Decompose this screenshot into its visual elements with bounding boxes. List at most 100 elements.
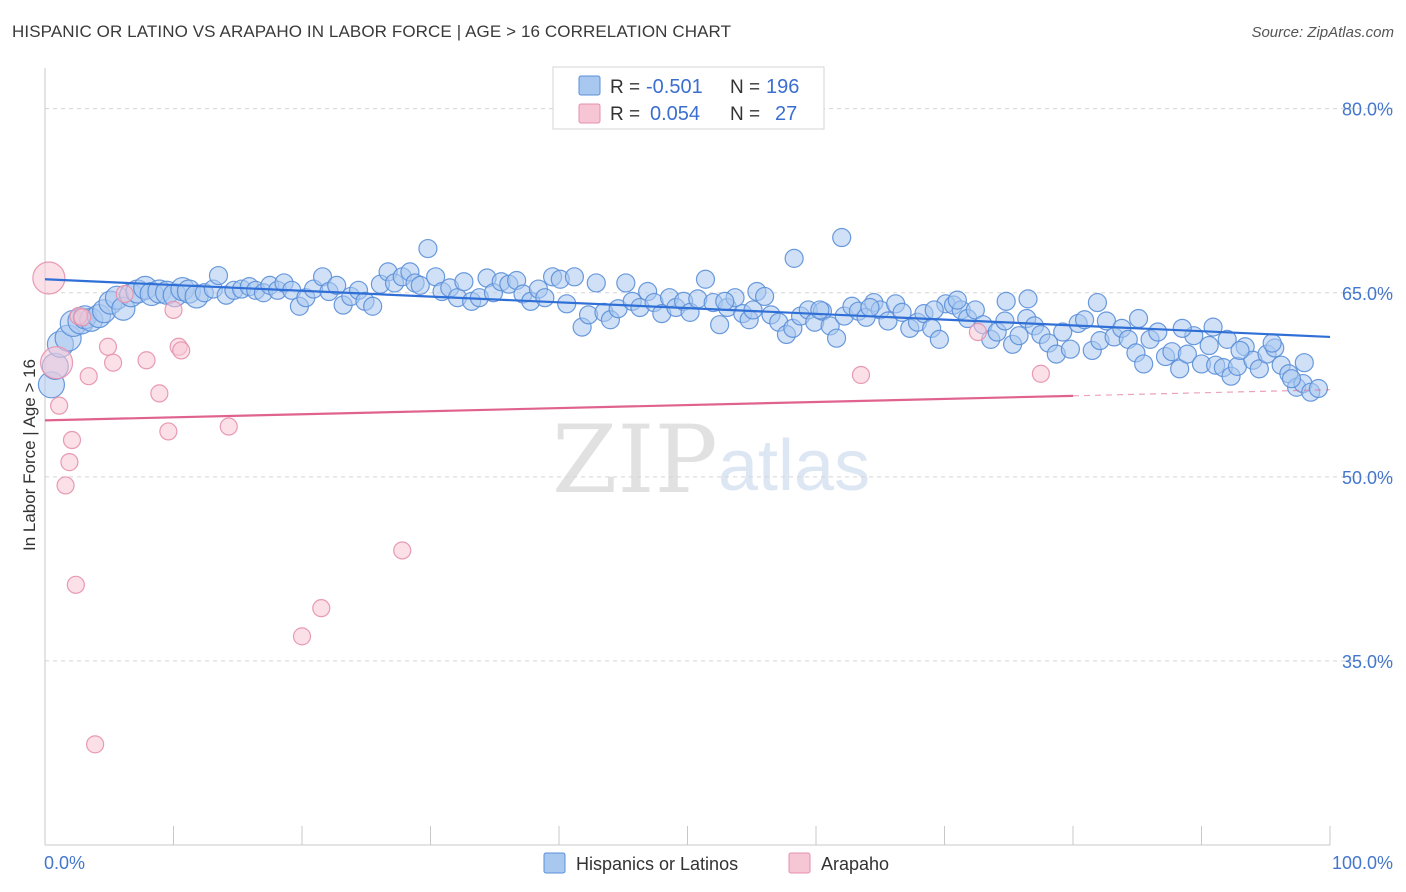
pink-point-13 bbox=[115, 284, 134, 304]
blue-point-192 bbox=[810, 300, 830, 320]
blue-point-59 bbox=[454, 272, 474, 292]
axes bbox=[44, 68, 1331, 846]
blue-point-177 bbox=[832, 227, 852, 248]
blue-point-81 bbox=[616, 273, 636, 293]
pink-point-15 bbox=[150, 384, 169, 403]
blue-point-161 bbox=[1199, 335, 1219, 356]
y-tick-label-1: 50.0% bbox=[1342, 468, 1393, 488]
legend-n-value-pink: 27 bbox=[775, 103, 797, 125]
pink-point-11 bbox=[98, 337, 118, 356]
blue-point-178 bbox=[784, 248, 804, 268]
legend-r-label-pink: R = bbox=[610, 104, 640, 125]
pink-point-4 bbox=[60, 453, 79, 472]
bottom-legend-label-hispanics: Hispanics or Latinos bbox=[576, 854, 738, 874]
pink-point-14 bbox=[137, 351, 156, 370]
legend-n-label-blue: N = bbox=[730, 77, 760, 98]
blue-point-53 bbox=[410, 275, 430, 295]
watermark-atlas: atlas bbox=[718, 426, 870, 506]
trend-line-hispanics bbox=[44, 278, 1331, 339]
chart-title: HISPANIC OR LATINO VS ARAPAHO IN LABOR F… bbox=[12, 22, 732, 41]
blue-point-184 bbox=[1262, 333, 1282, 353]
top-legend: R = -0.501 N = 196 R = 0.054 N = 27 bbox=[552, 66, 825, 130]
legend-swatch-blue bbox=[578, 75, 601, 96]
blue-point-183 bbox=[1217, 329, 1237, 349]
blue-point-129 bbox=[965, 300, 985, 320]
legend-r-value-pink: 0.054 bbox=[650, 103, 700, 125]
gridlines bbox=[45, 108, 1394, 662]
blue-point-46 bbox=[363, 296, 383, 316]
blue-point-188 bbox=[1087, 292, 1108, 313]
pink-point-8 bbox=[73, 308, 92, 327]
blue-point-70 bbox=[535, 288, 555, 308]
pink-point-22 bbox=[312, 599, 331, 618]
blue-point-154 bbox=[1148, 322, 1168, 342]
trend-line-arapaho bbox=[44, 394, 1074, 422]
legend-n-value-blue: 196 bbox=[766, 76, 799, 98]
blue-point-176 bbox=[1308, 378, 1329, 399]
pink-point-2 bbox=[50, 396, 69, 415]
blue-point-193 bbox=[860, 297, 880, 318]
legend-swatch-pink bbox=[578, 103, 601, 124]
blue-point-180 bbox=[996, 291, 1016, 311]
series-hispanics-points bbox=[37, 227, 1329, 402]
blue-point-195 bbox=[715, 291, 735, 311]
pink-point-19 bbox=[172, 341, 191, 360]
bottom-legend-label-arapaho: Arapaho bbox=[821, 854, 889, 874]
watermark-zip: ZIP bbox=[552, 406, 718, 515]
y-tick-label-2: 65.0% bbox=[1342, 284, 1393, 304]
blue-point-141 bbox=[1053, 322, 1073, 342]
pink-point-24 bbox=[968, 322, 988, 342]
blue-point-147 bbox=[1096, 311, 1117, 331]
pink-point-20 bbox=[219, 417, 238, 436]
blue-point-179 bbox=[947, 290, 967, 310]
blue-point-135 bbox=[1009, 326, 1029, 346]
blue-point-124 bbox=[929, 329, 949, 349]
bottom-legend-swatch-pink bbox=[788, 852, 811, 874]
trend-line-arapaho-extension bbox=[1072, 389, 1331, 397]
blue-point-94 bbox=[710, 315, 730, 335]
blue-point-190 bbox=[1203, 317, 1223, 337]
pink-point-25 bbox=[851, 365, 871, 385]
pink-point-10 bbox=[86, 735, 105, 754]
blue-point-41 bbox=[327, 275, 347, 295]
legend-r-label-blue: R = bbox=[610, 77, 640, 98]
y-tick-labels: 35.0% 50.0% 65.0% 80.0% bbox=[1342, 100, 1393, 672]
blue-point-158 bbox=[1177, 344, 1197, 364]
blue-point-189 bbox=[1128, 308, 1149, 329]
blue-point-152 bbox=[1134, 354, 1154, 374]
blue-point-54 bbox=[418, 238, 438, 259]
blue-point-77 bbox=[586, 273, 606, 293]
pink-point-17 bbox=[164, 300, 183, 320]
pink-point-16 bbox=[159, 422, 178, 441]
x-tick-labels: 0.0% 100.0% bbox=[44, 853, 1393, 873]
blue-point-168 bbox=[1249, 359, 1269, 379]
pink-point-6 bbox=[66, 575, 85, 594]
legend-r-value-blue: -0.501 bbox=[646, 76, 703, 98]
pink-point-5 bbox=[62, 430, 82, 450]
x-tick-label-1: 100.0% bbox=[1332, 853, 1393, 873]
y-tick-label-3: 80.0% bbox=[1342, 100, 1393, 120]
pink-point-9 bbox=[79, 367, 98, 386]
series-arapaho-points bbox=[32, 261, 1050, 754]
blue-point-182 bbox=[1172, 318, 1192, 338]
pink-point-23 bbox=[393, 541, 412, 560]
pink-point-26 bbox=[1031, 364, 1050, 383]
blue-point-157 bbox=[1170, 359, 1190, 379]
blue-point-186 bbox=[1281, 369, 1302, 389]
x-tick-label-0: 0.0% bbox=[44, 853, 85, 873]
trendlines bbox=[44, 278, 1331, 422]
blue-point-25 bbox=[208, 265, 229, 286]
pink-point-3 bbox=[56, 476, 75, 495]
pink-point-1 bbox=[39, 346, 74, 380]
legend-n-label-pink: N = bbox=[730, 104, 760, 125]
pink-point-21 bbox=[292, 627, 312, 646]
source-label: Source: ZipAtlas.com bbox=[1251, 24, 1394, 41]
bottom-legend: Hispanics or Latinos Arapaho bbox=[543, 852, 889, 874]
blue-point-144 bbox=[1074, 310, 1095, 330]
bottom-legend-swatch-blue bbox=[543, 852, 566, 874]
pink-point-12 bbox=[104, 353, 123, 372]
watermark: ZIP atlas bbox=[552, 406, 870, 515]
blue-point-187 bbox=[1230, 340, 1250, 361]
y-axis-title: In Labor Force | Age > 16 bbox=[20, 359, 39, 551]
